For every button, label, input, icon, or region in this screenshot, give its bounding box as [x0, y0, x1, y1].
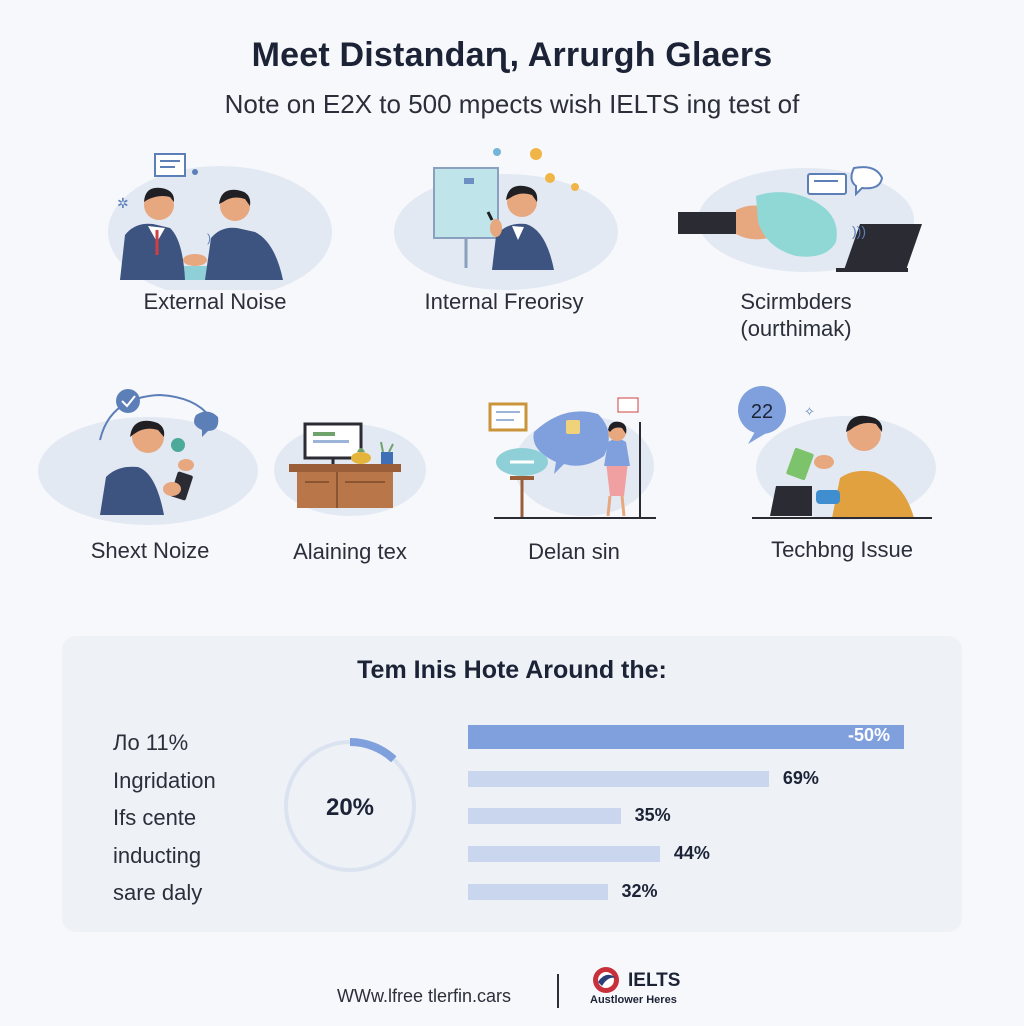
footer: WWw.lfree tlerfin.cars IELTS Austlower H…: [0, 966, 1024, 1026]
hands-and-laptop-illustration: ))): [678, 166, 922, 272]
card-external-noise: ✲ ) External Noise: [95, 150, 335, 314]
card-internal: Internal Freorisy: [384, 140, 624, 314]
legend-item: inducting: [113, 842, 202, 868]
panel-title: Tem Inis Hote Around the:: [357, 656, 667, 684]
footer-divider: [557, 974, 559, 1008]
stats-panel: Tem Inis Hote Around the: Ло 11% Ingrida…: [62, 636, 962, 932]
svg-text:✧: ✧: [804, 404, 815, 419]
donut-label: 20%: [326, 794, 374, 821]
card-label-multiline: Scirmbders (ourthimak): [676, 288, 916, 342]
bar: [468, 725, 904, 749]
header: Meet Distandarʅ, Arrurgh Glaers Note on …: [0, 36, 1024, 120]
page-title: Meet Distandarʅ, Arrurgh Glaers: [251, 36, 773, 74]
svg-text:✲: ✲: [117, 195, 129, 211]
card-alaining: Alaining tex: [265, 400, 505, 564]
card-techbng-issue: 22 ✧ Techbng Issue: [728, 382, 968, 562]
bar-value: 35%: [634, 805, 671, 825]
man-with-phone-illustration: [38, 389, 258, 525]
bar-value: 44%: [673, 843, 710, 863]
donut-arc: [349, 738, 397, 763]
card-label-line2: (ourthimak): [740, 316, 852, 341]
man-with-whiteboard-illustration: [394, 148, 618, 290]
page-subtitle: Note on E2X to 500 mpects wish IELTS ing…: [224, 89, 800, 119]
footer-url-link[interactable]: WWw.lfree tlerfin.cars: [337, 986, 512, 1006]
card-label: External Noise: [143, 289, 287, 314]
presenter-with-speech-bubbles-illustration: [488, 397, 656, 519]
legend-item: Ingridation: [113, 767, 216, 793]
bar: [468, 771, 769, 787]
logo-name: IELTS: [628, 970, 681, 991]
brand-logo-icon: [593, 967, 619, 993]
badge-text: 22: [751, 401, 773, 423]
card-label: Shext Noize: [90, 538, 210, 563]
man-with-laptop-illustration: 22 ✧: [738, 386, 936, 520]
card-label: Alaining tex: [293, 539, 407, 564]
card-label: Internal Freorisy: [424, 289, 584, 314]
card-scirmbders: ))) Scirmbders (ourthimak): [676, 160, 922, 341]
card-label-line1: Scirmbders: [740, 289, 852, 314]
desk-with-monitor-illustration: [274, 422, 426, 516]
legend-item: sare daly: [113, 880, 203, 905]
svg-text:))): ))): [852, 223, 866, 239]
card-delan-sin: Delan sin: [484, 392, 724, 564]
card-shext-noize: Shext Noize: [30, 385, 270, 563]
bar: [468, 808, 621, 824]
bar: [468, 846, 660, 862]
legend-item: Ifs cente: [113, 805, 197, 830]
bar: [468, 884, 608, 900]
bar-value: 69%: [782, 768, 819, 788]
bar-value: -50%: [848, 725, 891, 745]
svg-text:): ): [207, 231, 211, 245]
donut-chart: 20%: [284, 738, 416, 872]
card-label: Delan sin: [528, 539, 620, 564]
two-men-talking-illustration: ✲ ): [108, 153, 332, 290]
card-label: Techbng Issue: [771, 537, 913, 562]
logo-tagline: Austlower Heres: [590, 994, 677, 1006]
legend-item: Ло 11%: [113, 730, 189, 755]
legend: Ло 11% Ingridation Ifs cente inducting s…: [113, 728, 216, 916]
bar-value: 32%: [621, 881, 658, 901]
